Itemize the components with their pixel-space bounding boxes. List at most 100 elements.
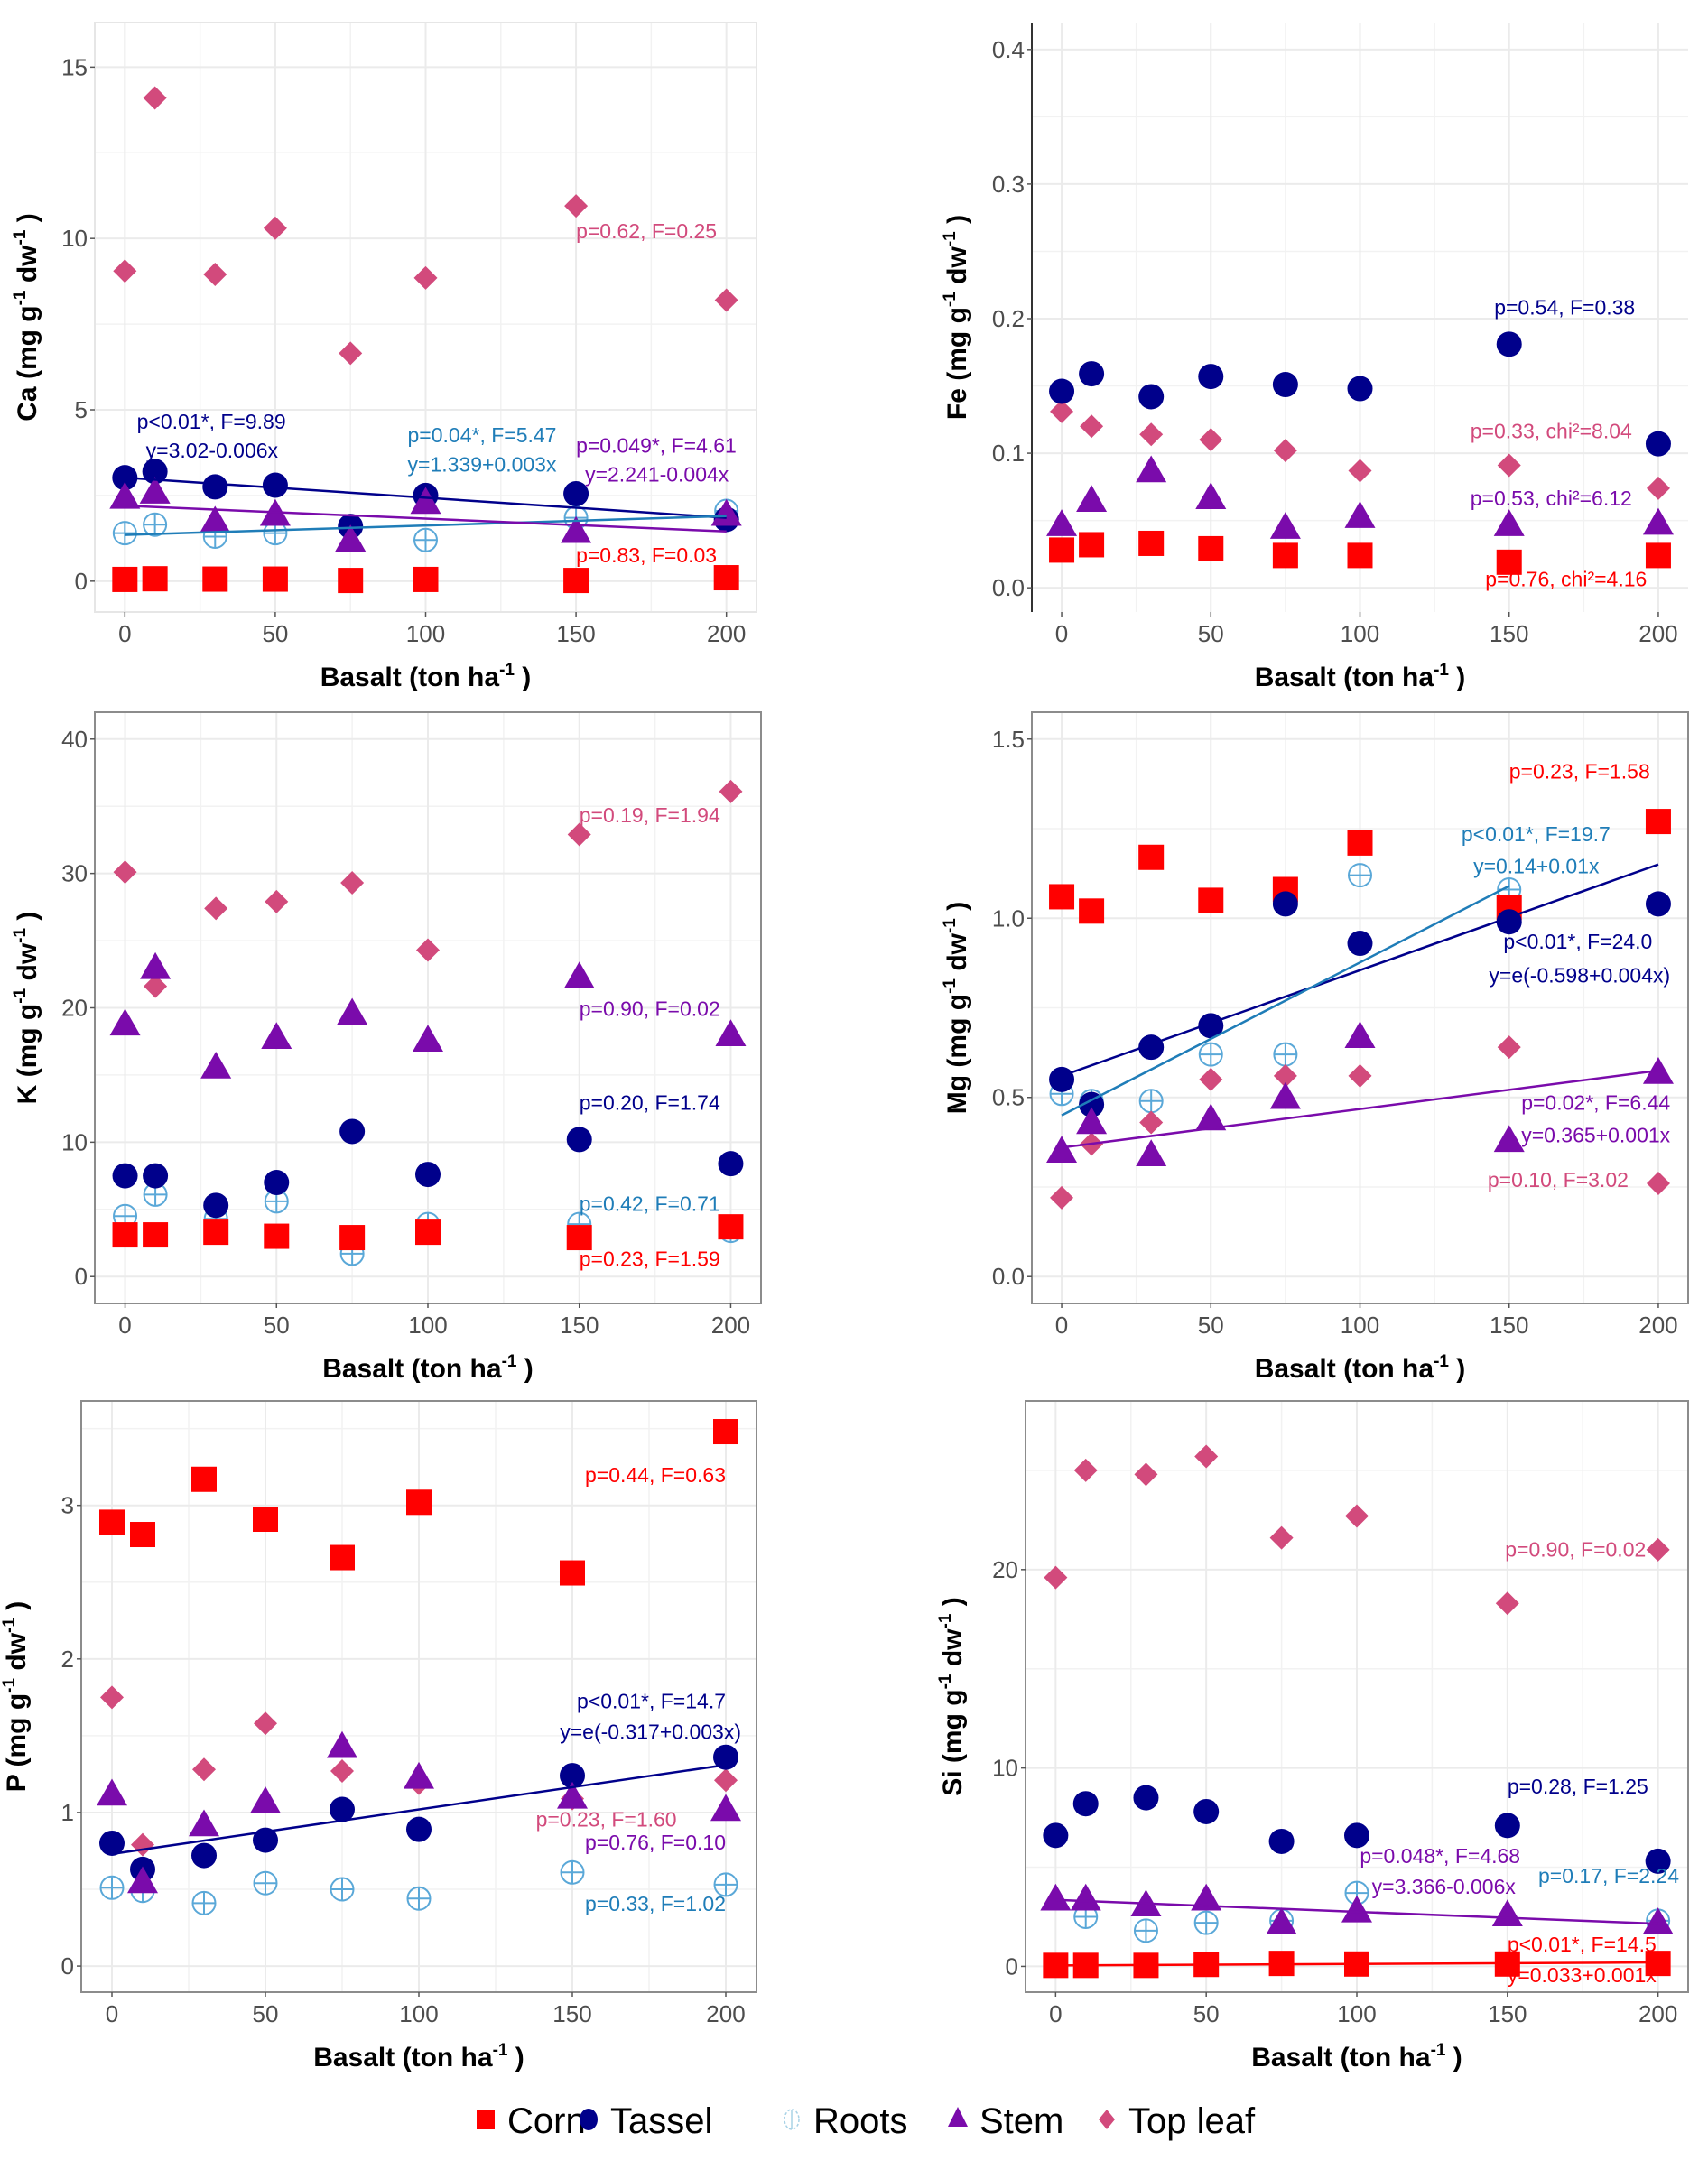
y-tick-label: 10 [61,225,88,252]
data-point-tassel [1193,1798,1220,1824]
data-point-tassel [191,1842,217,1869]
data-point-stem [1344,501,1376,528]
data-point-corn [1645,542,1671,569]
data-point-roots [406,1886,432,1911]
series-tassel [1049,331,1671,457]
x-tick-label: 50 [1198,620,1224,647]
data-point-tassel [142,459,168,485]
data-point-roots [99,1875,125,1900]
x-axis-label: Basalt (ton ha-1 ) [1251,2041,1462,2073]
stat-annotation-corn: p=0.23, F=1.59 [580,1247,720,1270]
data-point-tassel [339,1118,366,1145]
data-point-roots [191,1890,217,1915]
data-point-corn [338,568,364,594]
x-tick-label: 150 [1490,620,1528,647]
stat-annotation-top-leaf: p=0.90, F=0.02 [1505,1538,1646,1562]
y-tick-label: 10 [61,1128,88,1155]
data-point-tassel [202,474,228,500]
legend-label: Roots [813,2101,908,2141]
legend-label: Tassel [610,2101,712,2141]
data-point-corn [143,1222,169,1248]
x-tick-label: 150 [552,2000,591,2027]
data-point-tassel [718,1151,744,1177]
data-point-roots [330,1877,355,1902]
stat-annotation-tassel: p=0.54, F=0.38 [1494,296,1635,320]
legend-key-diamond-icon [1099,2110,1115,2129]
data-point-stem [404,1761,434,1789]
y-tick-label: 0 [1006,1952,1018,1980]
data-point-corn [1079,898,1105,924]
data-point-stem [200,505,231,533]
stat-annotation-roots: p=0.33, F=1.02 [585,1892,726,1915]
stat-annotation-stem: p=0.76, F=0.10 [585,1831,726,1854]
y-axis-label: P (mg g-1 dw-1 ) [0,1601,32,1793]
x-tick-label: 100 [408,1312,447,1339]
stat-annotation-corn: p=0.23, F=1.58 [1509,759,1650,783]
data-point-roots [560,1859,585,1885]
data-point-corn [563,568,589,594]
stat-annotation-tassel: y=e(-0.598+0.004x) [1489,964,1670,988]
data-point-stem [1341,1895,1372,1923]
stat-annotation-tassel: p=0.28, F=1.25 [1508,1775,1648,1798]
data-point-stem [557,1781,588,1809]
data-point-corn [406,1489,432,1516]
data-point-corn [203,1219,229,1246]
data-point-stem [189,1809,219,1837]
x-tick-label: 0 [1049,2000,1062,2027]
x-tick-label: 50 [264,1312,290,1339]
data-point-corn [560,1560,585,1586]
y-tick-label: 0.3 [992,171,1025,198]
data-point-top-leaf [113,259,137,283]
data-point-stem [1040,1883,1072,1911]
data-point-top-leaf [1073,1458,1098,1482]
stat-annotation-roots: y=1.339+0.003x [408,452,557,476]
data-point-roots [1273,1042,1298,1067]
series-top-leaf [1050,1035,1670,1210]
x-tick-label: 200 [1638,2000,1677,2027]
data-point-stem [109,481,141,509]
fit-line-tassel [111,1763,727,1856]
y-tick-label: 0.5 [992,1084,1025,1111]
stat-annotation-stem: p=0.02*, F=6.44 [1521,1091,1670,1115]
data-point-top-leaf [1199,428,1223,452]
stat-annotation-stem: y=2.241-0.004x [585,463,729,487]
y-tick-label: 10 [992,1755,1018,1782]
data-point-tassel [1138,384,1165,410]
data-point-top-leaf [719,779,743,803]
data-point-stem [1269,1081,1301,1109]
data-point-corn [112,566,138,592]
data-point-corn [264,1223,290,1249]
y-tick-label: 0.1 [992,440,1025,467]
y-tick-label: 20 [992,1556,1018,1583]
data-point-stem [140,951,172,979]
y-axis-label: Si (mg g-1 dw-1 ) [936,1597,968,1795]
data-point-stem [1136,455,1167,483]
x-tick-label: 100 [1341,620,1379,647]
data-point-top-leaf [1050,399,1074,423]
data-point-corn [718,1214,744,1240]
data-point-stem [715,1019,747,1047]
x-axis-label: Basalt (ton ha-1 ) [322,1352,534,1384]
data-point-tassel [1272,891,1298,917]
data-point-corn [713,1419,738,1445]
data-point-tassel [1133,1785,1159,1811]
data-point-corn [112,1222,138,1248]
data-point-top-leaf [1199,1067,1223,1091]
data-point-tassel [1268,1828,1295,1854]
stat-annotation-stem: y=0.365+0.001x [1521,1123,1670,1146]
data-point-tassel [713,1744,738,1770]
y-tick-label: 0 [75,568,88,595]
data-point-roots [413,527,438,552]
data-point-stem [1266,1907,1297,1934]
data-point-corn [413,566,439,592]
series-corn [1049,809,1671,924]
stat-annotation-corn: p=0.44, F=0.63 [585,1463,726,1487]
x-tick-label: 0 [1055,1312,1068,1339]
legend-key-circle-plus-open-icon [784,2109,800,2130]
data-point-stem [1191,1883,1222,1911]
data-point-corn [130,1522,155,1548]
x-tick-label: 200 [1638,1312,1677,1339]
data-point-tassel [566,1127,592,1153]
fit-line-stem [125,505,727,533]
data-point-roots [1193,1910,1219,1935]
